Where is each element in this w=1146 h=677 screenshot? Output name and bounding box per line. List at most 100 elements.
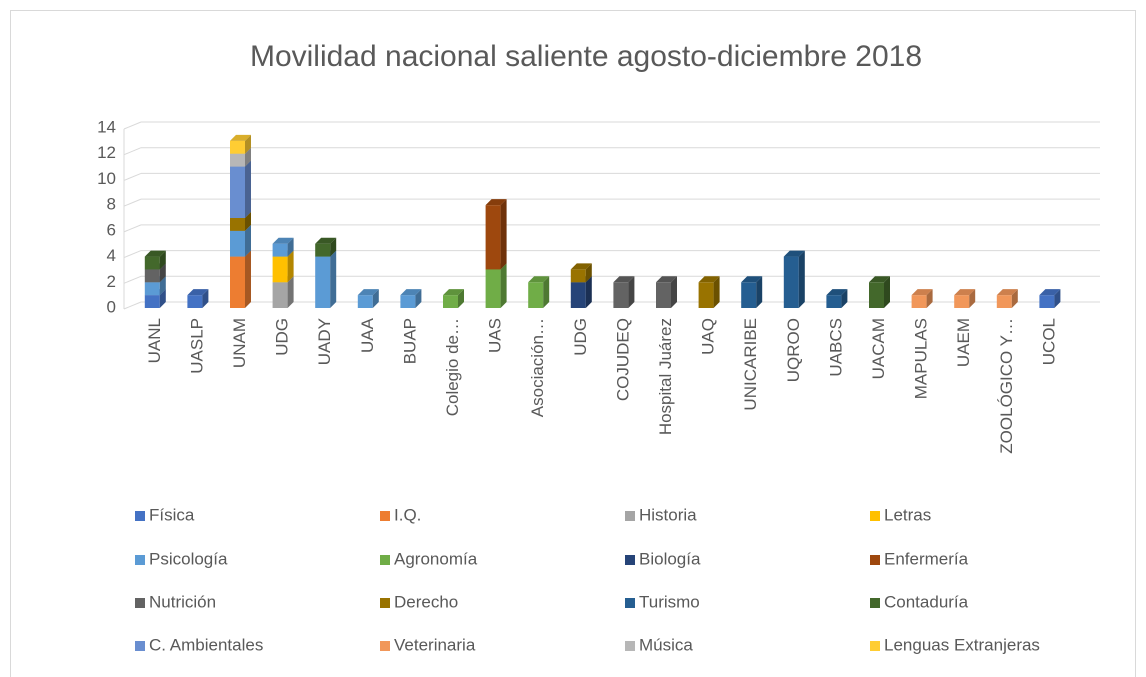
bar-segment — [400, 295, 416, 308]
bar-segment — [783, 256, 799, 308]
x-tick-label: UDG — [273, 318, 292, 356]
x-tick-label: Asociación… — [528, 318, 547, 417]
bar-segment — [443, 295, 458, 308]
legend-label: Agronomía — [394, 549, 478, 568]
legend-label: Letras — [884, 505, 931, 524]
bar-top — [443, 289, 464, 296]
x-tick-label: UAQ — [699, 318, 718, 355]
legend-label: Derecho — [394, 592, 458, 611]
bar-segment — [656, 282, 671, 308]
bar-side — [884, 276, 890, 308]
legend-label: Biología — [639, 549, 701, 568]
x-tick-label: UNAM — [230, 318, 249, 368]
bar-side — [159, 250, 166, 270]
legend-swatch — [380, 641, 390, 651]
bar-side — [458, 289, 464, 308]
bar-side — [159, 289, 166, 308]
x-tick-label: UADY — [315, 318, 334, 365]
bar-top — [996, 289, 1018, 296]
bar-side — [628, 276, 635, 308]
bar-side — [245, 250, 251, 308]
bar-segment — [187, 295, 203, 308]
legend-label: Historia — [639, 505, 697, 524]
bar-side — [202, 289, 209, 308]
bar-segment — [613, 282, 629, 308]
bar-top — [869, 276, 890, 283]
bar-top — [570, 263, 592, 270]
x-tick-label: UABCS — [826, 318, 845, 377]
bar-top — [144, 250, 166, 257]
x-tick-label: UNICARIBE — [741, 318, 760, 411]
bar-segment — [230, 256, 245, 308]
legend-label: Lenguas Extranjeras — [884, 635, 1040, 654]
bar-top — [528, 276, 550, 283]
bar-segment — [826, 295, 842, 308]
bar-segment — [144, 295, 160, 308]
y-tick-label: 4 — [107, 246, 116, 265]
bar-side — [798, 250, 805, 308]
x-tick-label: UACAM — [869, 318, 888, 379]
bar-segment — [485, 205, 501, 270]
legend-swatch — [380, 555, 390, 565]
legend-swatch — [625, 511, 635, 521]
x-tick-label: UAS — [486, 318, 505, 353]
bar-side — [287, 276, 294, 308]
x-tick-label: UASLP — [187, 318, 206, 374]
bar-segment — [528, 282, 544, 308]
y-tick-label: 0 — [107, 297, 116, 316]
bar-side — [159, 263, 166, 283]
legend-label: C. Ambientales — [149, 635, 263, 654]
legend-swatch — [870, 598, 880, 608]
bar-side — [287, 237, 294, 257]
bar-segment — [230, 230, 245, 257]
bar-segment — [698, 282, 714, 308]
bar-segment — [485, 269, 501, 308]
bar-segment — [272, 282, 288, 308]
y-tick-label: 12 — [97, 143, 116, 162]
legend-label: Nutrición — [149, 592, 216, 611]
x-tick-label: UANL — [145, 318, 164, 363]
legend-swatch — [380, 598, 390, 608]
bar-segment — [357, 295, 373, 308]
bar-side — [926, 289, 933, 308]
bar-side — [245, 160, 251, 218]
bar-segment — [570, 282, 586, 308]
bar-side — [372, 289, 379, 308]
bar-top — [954, 289, 976, 296]
bar-segment — [869, 282, 884, 308]
bar-segment — [272, 256, 288, 283]
y-tick-label: 14 — [97, 117, 116, 136]
bar-top — [315, 237, 337, 244]
bar-segment — [741, 282, 757, 308]
x-tick-label: UDG — [571, 318, 590, 356]
legend-label: Veterinaria — [394, 635, 476, 654]
bar-segment — [230, 153, 245, 167]
legend-swatch — [625, 555, 635, 565]
grid-line-depth — [123, 301, 142, 310]
legend-label: Enfermería — [884, 549, 969, 568]
bar-segment — [144, 269, 160, 283]
bar-side — [756, 276, 763, 308]
y-tick-label: 6 — [107, 220, 116, 239]
bar-segment — [230, 140, 245, 154]
bar-top — [613, 276, 635, 283]
bar-side — [671, 276, 677, 308]
grid-line-depth — [123, 275, 142, 284]
bar-side — [245, 212, 251, 231]
bar-side — [245, 147, 251, 167]
legend-swatch — [625, 598, 635, 608]
bar-side — [415, 289, 422, 308]
bar-top — [826, 289, 848, 296]
bar-top — [230, 134, 251, 141]
bar-side — [330, 250, 337, 308]
bar-side — [1011, 289, 1018, 308]
legend-swatch — [135, 555, 145, 565]
x-tick-label: Hospital Juárez — [656, 318, 675, 435]
bar-side — [500, 199, 507, 270]
bar-side — [330, 237, 337, 257]
bar-segment — [230, 218, 245, 231]
grid-line-depth — [123, 172, 142, 181]
bar-side — [245, 224, 251, 257]
bar-top — [485, 199, 507, 206]
